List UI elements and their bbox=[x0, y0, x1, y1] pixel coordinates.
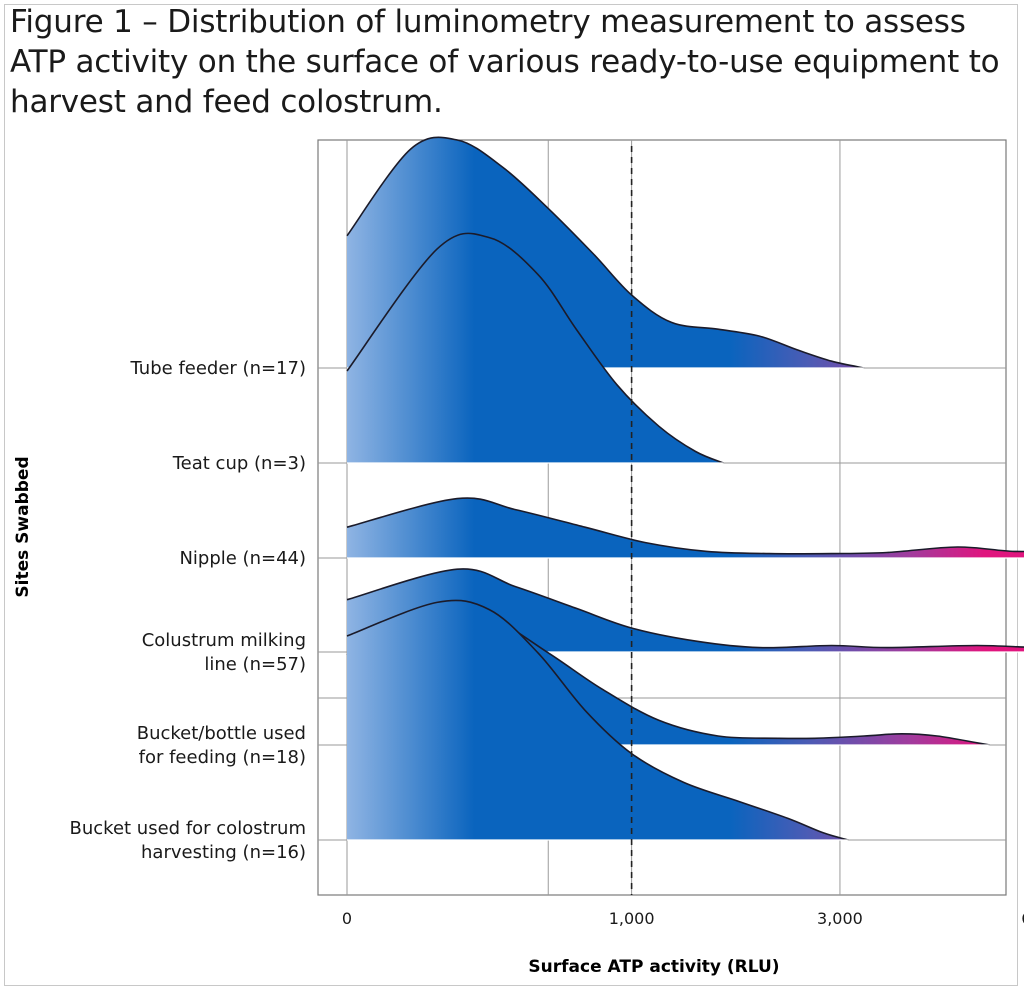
y-category-label: Bucket/bottle used bbox=[137, 723, 306, 744]
ridge-area bbox=[347, 600, 849, 840]
ridge-outline bbox=[346, 497, 1024, 555]
x-axis-label: Surface ATP activity (RLU) bbox=[528, 957, 779, 977]
y-category-label: Nipple (n=44) bbox=[179, 548, 306, 569]
y-category-label: harvesting (n=16) bbox=[141, 842, 306, 863]
ridge-6 bbox=[346, 599, 849, 841]
density-ridges bbox=[346, 136, 1024, 841]
y-category-label: Tube feeder (n=17) bbox=[130, 358, 306, 379]
x-tick-label: 1,000 bbox=[609, 909, 655, 928]
x-tick-label: 0 bbox=[342, 909, 352, 928]
y-category-label: Bucket used for colostrum bbox=[70, 818, 306, 839]
ridge-area bbox=[347, 498, 1024, 558]
figure-frame bbox=[4, 4, 1018, 986]
ridge-outline bbox=[346, 568, 1024, 649]
y-category-labels: Tube feeder (n=17) Teat cup (n=3) Nipple (… bbox=[70, 358, 306, 863]
ridge-2 bbox=[346, 232, 724, 464]
ridge-outline bbox=[346, 599, 849, 841]
ridge-outline bbox=[346, 232, 724, 464]
y-category-label: line (n=57) bbox=[204, 654, 306, 675]
y-category-label: for feeding (n=18) bbox=[139, 747, 306, 768]
ridge-3 bbox=[346, 497, 1024, 559]
ridge-area bbox=[347, 233, 724, 463]
y-category-label: Teat cup (n=3) bbox=[172, 453, 306, 474]
ridge-outline bbox=[346, 136, 865, 369]
figure-title: Figure 1 – Distribution of luminometry m… bbox=[10, 4, 1000, 120]
y-category-label: Colustrum milking bbox=[142, 630, 306, 651]
x-tick-label: 6,000 bbox=[1021, 909, 1024, 928]
y-axis-label: Sites Swabbed bbox=[13, 456, 33, 597]
x-tick-label: 3,000 bbox=[817, 909, 863, 928]
